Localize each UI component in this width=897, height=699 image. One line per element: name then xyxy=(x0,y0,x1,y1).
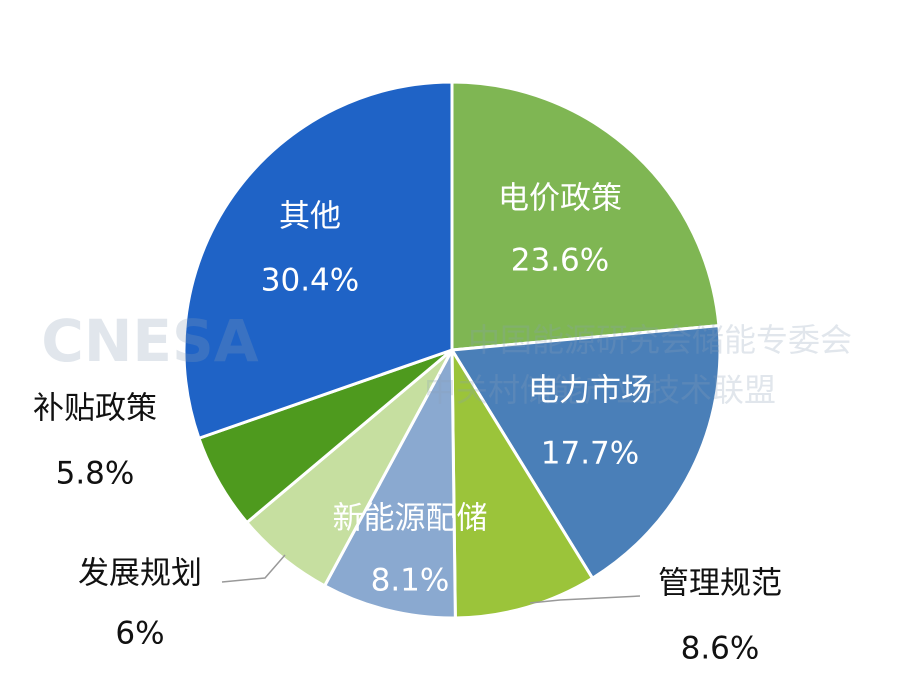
leader-line xyxy=(221,554,286,583)
watermark-text: 中关村储能产业技术联盟 xyxy=(424,371,776,409)
value-label: 5.8% xyxy=(56,456,135,492)
slice-label: 新能源配储 xyxy=(333,501,488,537)
value-label: 17.7% xyxy=(541,436,639,472)
value-label: 30.4% xyxy=(261,263,359,299)
value-label: 6% xyxy=(115,616,164,652)
pie xyxy=(182,80,722,620)
slice xyxy=(449,324,722,581)
slice-label: 补贴政策 xyxy=(33,391,157,427)
slice xyxy=(450,80,721,352)
watermark: CNESA 中国能源研究会储能专委会 中关村储能产业技术联盟 xyxy=(41,307,852,409)
value-label: 8.6% xyxy=(681,631,760,667)
slice-label: 电价政策 xyxy=(498,181,622,217)
slice-label: 电力市场 xyxy=(528,373,652,409)
slice xyxy=(322,344,457,620)
slice-label: 其他 xyxy=(279,199,341,235)
value-label: 8.1% xyxy=(371,563,450,599)
watermark-logo: CNESA xyxy=(41,307,258,375)
leader-line xyxy=(529,595,641,604)
slice xyxy=(182,80,454,441)
slice-label: 发展规划 xyxy=(78,556,202,592)
labels: 电价政策 23.6% 电力市场 17.7% 管理规范 8.6% 新能源配储 8.1% 发展规划 6… xyxy=(33,181,782,667)
value-label: 23.6% xyxy=(511,243,609,279)
watermark-text: 中国能源研究会储能专委会 xyxy=(468,321,852,359)
slice-label: 管理规范 xyxy=(658,566,782,602)
slice xyxy=(450,344,595,620)
